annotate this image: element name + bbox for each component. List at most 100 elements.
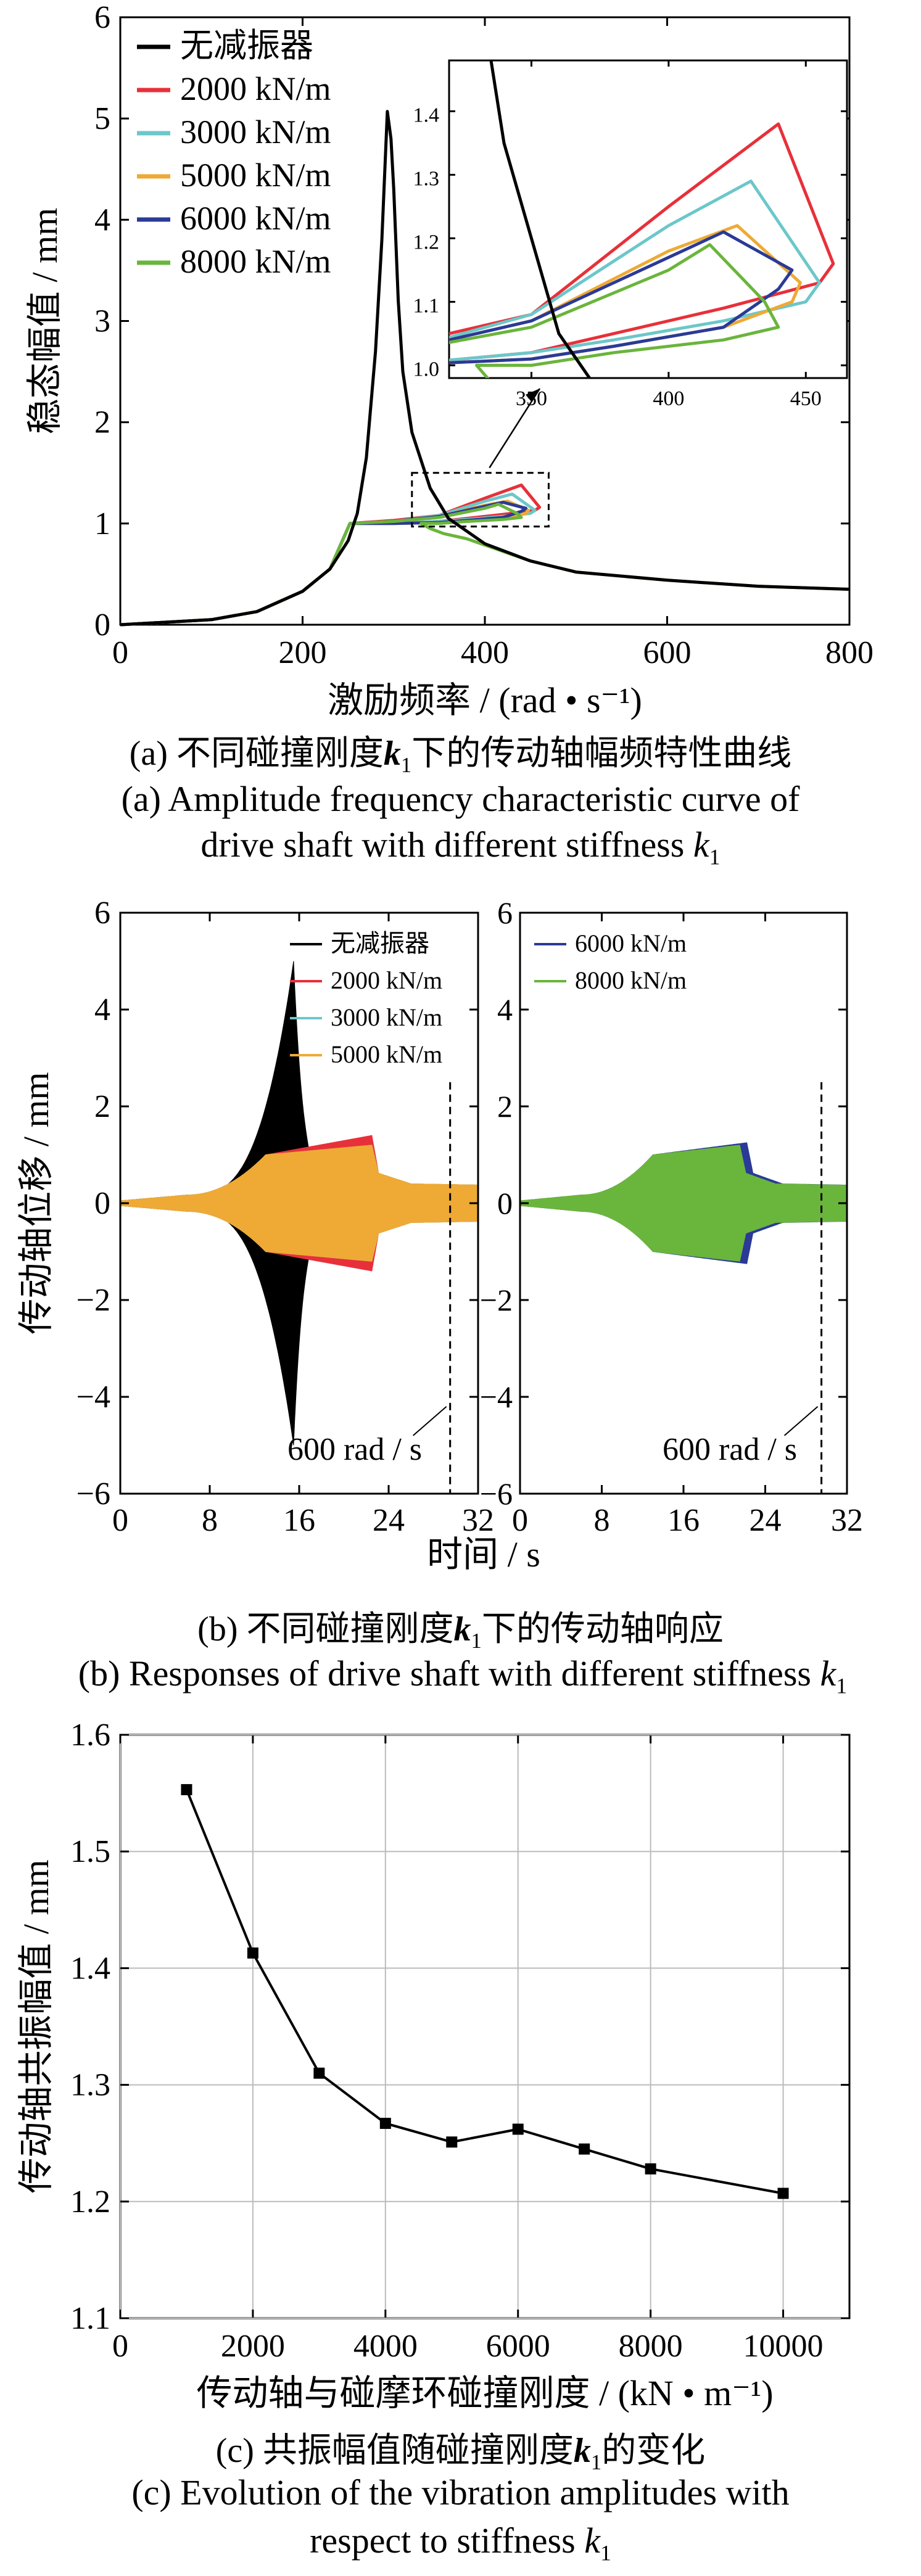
y-tick-label: 4 (497, 992, 513, 1027)
y-tick-label: 0 (94, 1186, 110, 1221)
series-line (185, 1789, 783, 2195)
caption-a-en-1: (a) Amplitude frequency characteristic c… (121, 779, 800, 819)
y-tick-label: −4 (76, 1380, 110, 1415)
zoom-arrowhead (526, 389, 540, 402)
y-axis-label: 稳态幅值 / mm (25, 208, 65, 434)
data-point (379, 2118, 391, 2130)
y-tick-label: −2 (76, 1283, 110, 1318)
y-tick-label: −4 (480, 1380, 513, 1414)
y-tick-label: 1.4 (413, 104, 440, 126)
y-tick-label: 1.2 (70, 2184, 110, 2220)
caption-b-en: (b) Responses of drive shaft with differ… (78, 1653, 848, 1698)
x-tick-label: 24 (373, 1503, 405, 1538)
data-point (579, 2143, 590, 2155)
series-line-k8000 (120, 503, 850, 627)
x-tick-label: 0 (112, 635, 128, 670)
x-tick-label: 4000 (353, 2329, 418, 2364)
y-axis-label: 传动轴共振幅值 / mm (16, 1859, 56, 2193)
data-point (645, 2163, 656, 2175)
x-tick-label: 600 (643, 635, 692, 670)
caption-c-en-2: respect to stiffness k1 (310, 2520, 611, 2566)
x-tick-label: 450 (790, 387, 822, 410)
data-point (446, 2136, 458, 2148)
y-tick-label: 2 (94, 1089, 110, 1124)
legend-label-k6000: 6000 kN/m (180, 200, 331, 237)
marker-label: 600 rad / s (287, 1432, 422, 1467)
y-tick-label: 4 (94, 202, 110, 237)
x-axis-label: 传动轴与碰摩环碰撞刚度 / (kN • m⁻¹) (196, 2373, 773, 2413)
data-point (777, 2187, 789, 2199)
x-tick-label: 200 (279, 635, 327, 670)
y-tick-label: −6 (76, 1476, 110, 1512)
x-tick-label: 24 (750, 1503, 782, 1538)
x-tick-label: 8000 (619, 2329, 683, 2364)
x-tick-label: 400 (461, 635, 509, 670)
legend-a: 无减振器 2000 kN/m 3000 kN/m 5000 kN/m 6000 kN/m… (137, 27, 331, 280)
data-point (247, 1947, 258, 1959)
x-tick-label: 16 (283, 1503, 315, 1538)
legend-label-k2000: 2000 kN/m (331, 966, 442, 994)
y-tick-label: −2 (480, 1283, 513, 1317)
caption-a-en-2: drive shaft with different stiffness k1 (200, 825, 721, 870)
chart-a: 0 200 400 600 800 0 1 2 3 4 5 6 无减振器 2000 kN/m 3000 kN… (25, 0, 874, 720)
x-tick-label: 0 (112, 2329, 128, 2364)
y-tick-label: 1.0 (413, 358, 440, 381)
data-point (313, 2067, 325, 2079)
y-tick-label: 0 (497, 1186, 513, 1220)
y-tick-label: 6 (497, 895, 513, 930)
x-tick-label: 10000 (743, 2329, 824, 2364)
x-tick-label: 400 (653, 387, 684, 410)
y-tick-label: 0 (94, 607, 110, 643)
zoom-arrow (489, 388, 541, 469)
y-tick-label: 1.1 (413, 294, 440, 317)
caption-c-en-1: (c) Evolution of the vibration amplitude… (131, 2472, 790, 2512)
inset-series-k8000 (449, 243, 780, 378)
y-tick-label: 1.3 (70, 2068, 110, 2103)
y-axis-label: 传动轴位移 / mm (16, 1072, 56, 1334)
x-tick-label: 32 (462, 1503, 494, 1538)
x-tick-label: 0 (112, 1503, 128, 1538)
y-tick-label: 2 (94, 405, 110, 440)
legend-label-k8000: 8000 kN/m (575, 966, 687, 994)
axes-frame (448, 59, 848, 379)
y-tick-label: 1.5 (70, 1834, 110, 1869)
y-tick-label: 4 (94, 992, 110, 1027)
x-tick-label: 800 (825, 635, 874, 670)
x-axis-label: 激励频率 / (rad • s⁻¹) (328, 680, 642, 720)
marker-arrow (413, 1405, 447, 1436)
inset-a: 350 400 450 1.0 1.1 1.2 1.3 1.4 (413, 59, 848, 410)
x-tick-label: 8 (202, 1503, 218, 1538)
marker-label: 600 rad / s (663, 1432, 797, 1467)
y-tick-label: 1 (94, 506, 110, 541)
legend-label-none: 无减振器 (331, 929, 429, 957)
legend-label-k3000: 3000 kN/m (331, 1003, 442, 1031)
y-tick-label: −6 (480, 1476, 513, 1511)
legend-label-none: 无减振器 (180, 27, 313, 64)
inset-lines (449, 60, 835, 378)
y-tick-label: 2 (497, 1089, 513, 1124)
legend-label-k5000: 5000 kN/m (180, 157, 331, 194)
envelope-k8000 (519, 1145, 848, 1262)
y-tick-label: 5 (94, 101, 110, 136)
x-tick-label: 2000 (221, 2329, 285, 2364)
inset-series-k2000 (449, 122, 835, 362)
x-tick-label: 32 (831, 1503, 863, 1538)
y-tick-label: 6 (94, 0, 110, 35)
axes-frame (119, 1734, 851, 2319)
inset-series-k3000 (449, 179, 821, 362)
caption-a-cn: (a) 不同碰撞刚度k1下的传动轴幅频特性曲线 (129, 735, 792, 778)
legend-label-k3000: 3000 kN/m (180, 113, 331, 150)
x-tick-label: 16 (667, 1503, 700, 1538)
data-point (181, 1784, 192, 1795)
x-tick-label: 0 (512, 1503, 528, 1538)
inset-series-k6000 (449, 230, 794, 364)
legend-label-k5000: 5000 kN/m (331, 1040, 442, 1068)
legend-label-k6000: 6000 kN/m (575, 929, 687, 957)
y-tick-label: 1.1 (70, 2301, 110, 2336)
data-point (512, 2123, 524, 2135)
y-tick-label: 3 (94, 304, 110, 339)
legend-label-k8000: 8000 kN/m (180, 243, 331, 280)
